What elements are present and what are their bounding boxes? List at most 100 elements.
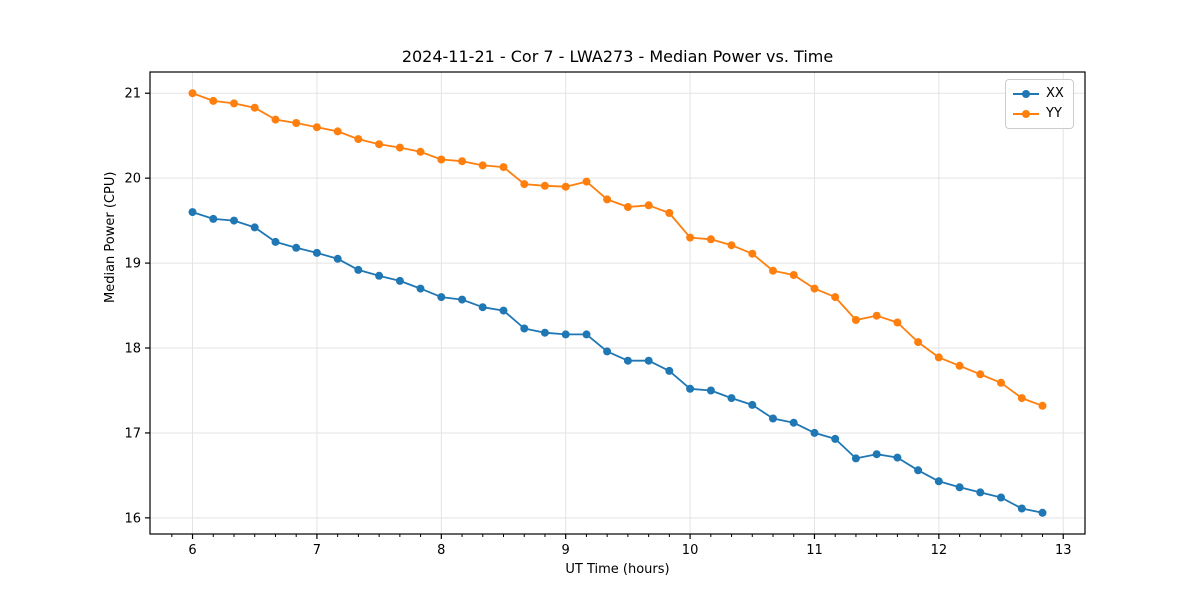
data-point-yy [478,161,487,170]
data-point-xx [250,223,259,232]
x-tick-label: 13 [1055,543,1072,558]
data-point-xx [748,400,757,409]
data-point-yy [437,155,446,164]
data-point-xx [686,384,695,393]
legend-label-xx: XX [1046,86,1064,101]
legend-line-sample-xx [1013,89,1039,99]
legend-line-sample-yy [1013,109,1039,119]
data-point-yy [644,201,653,210]
data-point-xx [789,418,798,427]
data-point-yy [706,235,715,244]
data-point-xx [997,493,1005,502]
data-point-xx [540,328,549,337]
data-point-yy [976,370,985,379]
data-point-yy [914,338,923,347]
data-point-yy [997,378,1005,387]
data-point-yy [665,209,674,217]
data-point-yy [603,195,612,204]
data-point-yy [623,203,632,211]
data-point-xx [851,454,860,463]
data-point-yy [375,140,384,149]
data-point-yy [1038,401,1047,410]
data-point-xx [623,356,632,365]
legend-item-xx: XX [1013,84,1064,104]
y-tick-label: 18 [124,342,141,357]
data-point-xx [333,254,342,263]
data-point-yy [872,311,881,320]
data-point-yy [727,241,736,250]
y-tick-label: 19 [124,257,141,272]
legend-label-yy: YY [1046,106,1062,121]
data-point-xx [499,306,508,315]
data-point-xx [955,483,964,492]
y-tick-label: 17 [124,426,141,441]
data-point-xx [478,303,487,312]
data-point-xx [354,265,363,274]
data-point-yy [416,147,425,156]
data-point-xx [520,324,529,333]
data-point-yy [561,182,570,191]
data-point-xx [976,488,985,497]
data-point-yy [250,103,259,112]
data-point-yy [851,316,860,324]
data-point-yy [230,99,238,108]
data-point-yy [582,177,591,186]
legend: XX YY [1005,79,1074,129]
data-point-yy [769,266,777,275]
data-point-yy [955,361,964,370]
x-tick-label: 12 [931,543,948,558]
data-point-xx [292,243,301,252]
legend-marker-icon-xx [1022,90,1030,98]
data-point-xx [893,453,902,462]
data-point-yy [934,353,943,362]
series-line-xx [192,211,1043,514]
data-point-xx [603,347,612,356]
data-point-yy [748,249,757,258]
data-point-yy [831,293,840,302]
data-point-xx [395,276,404,285]
data-point-xx [810,428,819,437]
data-point-yy [789,271,798,279]
x-tick-label: 8 [437,543,445,558]
grid-layer [150,72,1085,534]
data-point-xx [934,477,943,486]
data-point-xx [582,330,591,339]
data-point-yy [395,143,404,152]
data-point-xx [727,394,736,403]
legend-item-yy: YY [1013,104,1064,124]
data-point-yy [686,233,695,242]
series-layer [188,89,1047,517]
x-tick-label: 7 [313,543,321,558]
x-tick-label: 11 [806,543,823,558]
data-point-xx [416,284,425,293]
data-point-xx [375,271,384,280]
data-point-yy [333,127,342,136]
data-point-xx [230,216,238,225]
data-point-yy [209,96,218,105]
data-point-xx [458,295,467,304]
data-point-xx [1038,508,1047,517]
x-axis-label: UT Time (hours) [565,562,670,577]
data-point-yy [292,119,301,127]
chart-title: 2024-11-21 - Cor 7 - LWA273 - Median Pow… [401,47,834,66]
tick-label-layer: 6 7 8 9 10 11 12 13 16 17 18 19 20 21 [124,87,1071,558]
data-point-yy [499,163,508,172]
plot-frame [149,71,1086,535]
data-point-yy [810,284,819,293]
data-point-xx [312,248,321,257]
data-point-yy [354,135,363,144]
data-point-yy [458,157,467,166]
data-point-xx [1017,504,1026,513]
x-tick-label: 6 [188,543,196,558]
data-point-yy [1017,394,1026,403]
y-tick-label: 21 [124,87,141,102]
data-point-xx [437,293,446,302]
x-tick-label: 10 [682,543,699,558]
data-point-xx [209,214,218,223]
data-point-xx [831,434,840,443]
data-point-yy [893,318,902,327]
frame-layer [149,71,1086,535]
data-point-yy [540,181,549,190]
data-point-xx [561,330,570,339]
